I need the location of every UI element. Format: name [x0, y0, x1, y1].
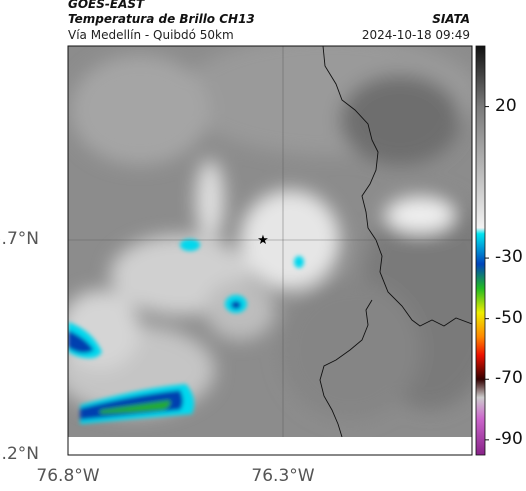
- colorbar-tick-label: 20: [495, 95, 517, 116]
- x-tick-label: 76.8°W: [36, 466, 100, 486]
- colorbar-tick-label: -30: [495, 247, 523, 268]
- colorbar-ticks: [485, 106, 489, 441]
- brightness-temperature-field: [68, 46, 472, 437]
- colorbar-tick-label: -70: [495, 368, 523, 389]
- no-data-strip: [68, 437, 472, 455]
- product-title: Temperatura de Brillo CH13: [68, 12, 255, 26]
- region-subtitle: Vía Medellín - Quibdó 50km: [68, 28, 234, 42]
- datetime-label: 2024-10-18 09:49: [361, 28, 470, 42]
- reference-point-star: ★: [257, 233, 269, 248]
- boundary-line-south: [319, 299, 373, 437]
- colorbar: [475, 45, 486, 456]
- agency-label: SIATA: [432, 12, 470, 26]
- colorbar-tick-label: -50: [495, 307, 523, 328]
- y-tick-label: 5.2°N: [0, 444, 39, 464]
- satellite-title: GOES-EAST: [68, 0, 145, 11]
- y-tick-label: 5.7°N: [0, 229, 39, 249]
- x-tick-label: 76.3°W: [251, 466, 315, 486]
- plot-frame: [67, 45, 473, 456]
- colorbar-tick-label: -90: [495, 428, 523, 449]
- boundary-line-east: [322, 46, 472, 327]
